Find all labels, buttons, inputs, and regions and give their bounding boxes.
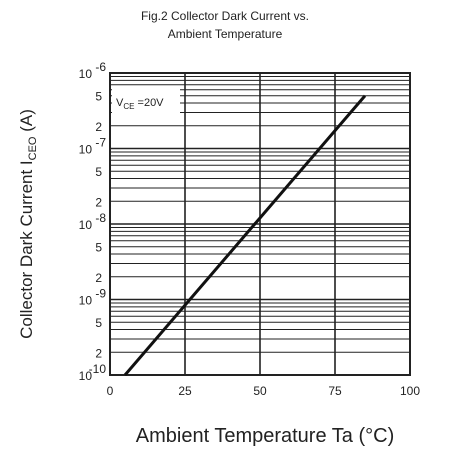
x-tick-label: 50	[253, 384, 267, 398]
y-minor-tick-label: 5	[95, 316, 102, 330]
x-tick-label: 75	[328, 384, 342, 398]
y-axis-label-unit: (A)	[17, 109, 36, 136]
x-tick-label: 100	[400, 384, 420, 398]
annotation-value: =20V	[134, 97, 164, 109]
y-tick-exponent: -9	[95, 287, 106, 301]
y-tick-label: 10	[79, 67, 93, 81]
y-minor-tick-label: 5	[95, 241, 102, 255]
y-tick-exponent: -6	[95, 60, 106, 74]
series-line-0	[123, 94, 367, 376]
y-minor-tick-label: 2	[95, 195, 102, 209]
y-tick-exponent: -8	[95, 211, 106, 225]
x-axis-ticks: 0 25 50 75 100	[107, 384, 421, 398]
annotation-main: V	[116, 97, 124, 109]
y-tick-label: 10	[79, 218, 93, 232]
y-tick-exponent: -7	[95, 136, 106, 150]
y-axis-label: Collector Dark Current ICEO (A)	[17, 109, 39, 339]
chart-title-line2: Ambient Temperature	[168, 27, 283, 41]
series-layer	[123, 94, 367, 376]
chart-title-line1: Fig.2 Collector Dark Current vs.	[141, 9, 309, 23]
y-minor-tick-label: 5	[95, 165, 102, 179]
y-minor-tick-label: 2	[95, 271, 102, 285]
condition-annotation: VCE =20V	[112, 89, 180, 115]
y-axis-label-subscript: CEO	[27, 136, 39, 160]
x-tick-label: 25	[178, 384, 192, 398]
plot-frame	[109, 72, 411, 376]
y-tick-exponent: -10	[89, 362, 107, 376]
y-minor-tick-label: 5	[95, 90, 102, 104]
x-axis-label: Ambient Temperature Ta (°C)	[136, 425, 394, 447]
y-minor-tick-label: 2	[95, 120, 102, 134]
y-minor-tick-label: 2	[95, 346, 102, 360]
annotation-sub: CE	[123, 102, 134, 111]
y-tick-label: 10	[79, 143, 93, 157]
y-axis-label-text: Collector Dark Current I	[17, 160, 36, 339]
x-tick-label: 0	[107, 384, 114, 398]
y-tick-label: 10	[79, 369, 93, 383]
condition-annotation-text: VCE =20V	[116, 97, 164, 111]
y-tick-label: 10	[79, 294, 93, 308]
plot-grid	[110, 73, 410, 376]
